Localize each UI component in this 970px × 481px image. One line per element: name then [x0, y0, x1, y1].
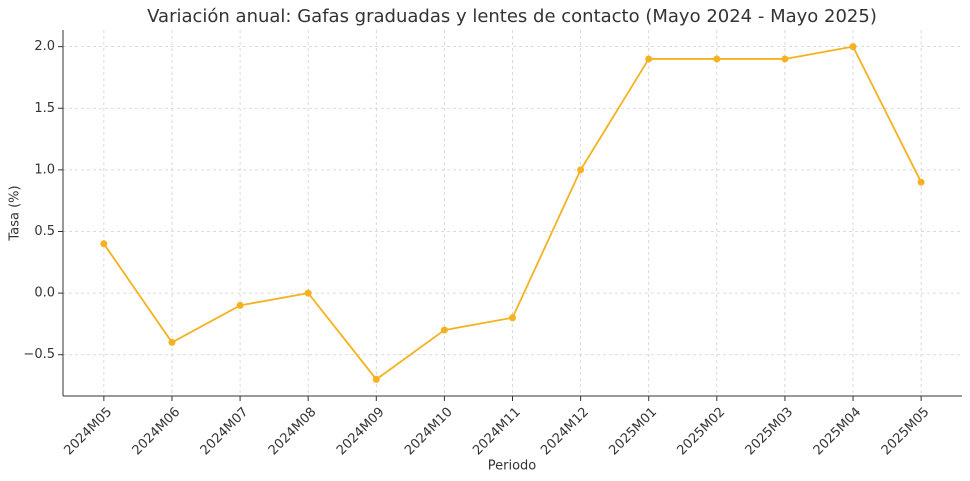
x-tick-label: 2024M09 — [334, 405, 388, 459]
y-tick-label: −0.5 — [23, 347, 55, 362]
point — [849, 43, 857, 51]
x-tick-label: 2024M05 — [62, 405, 116, 459]
x-tick-label: 2024M07 — [198, 405, 252, 459]
y-axis-label: Tasa (%) — [8, 185, 23, 241]
x-tick-label: 2024M12 — [538, 405, 592, 459]
point — [236, 301, 244, 309]
y-tick-label: 0.5 — [34, 224, 55, 239]
x-tick-label: 2025M05 — [879, 405, 933, 459]
x-tick-label: 2025M04 — [811, 405, 865, 459]
chart-title: Variación anual: Gafas graduadas y lente… — [147, 6, 877, 27]
point — [781, 55, 789, 63]
point — [577, 166, 585, 174]
point — [509, 314, 516, 322]
y-tick-label: 1.0 — [34, 162, 55, 177]
point — [917, 178, 925, 186]
x-tick-label: 2024M10 — [402, 405, 456, 459]
x-tick-label: 2025M02 — [674, 405, 728, 459]
x-tick-label: 2025M03 — [743, 405, 797, 459]
point — [372, 375, 380, 383]
y-tick-label: 2.0 — [34, 39, 55, 54]
x-axis-label: Periodo — [488, 459, 537, 474]
x-tick-label: 2024M06 — [130, 405, 184, 459]
y-tick-label: 1.5 — [34, 101, 55, 116]
x-tick-label: 2024M11 — [470, 405, 524, 459]
point — [100, 240, 108, 248]
point — [304, 289, 312, 297]
point — [168, 338, 176, 346]
point — [713, 55, 721, 63]
x-tick-label: 2025M01 — [606, 405, 660, 459]
x-tick-label: 2024M08 — [266, 405, 320, 459]
point — [440, 326, 448, 334]
y-tick-label: 0.0 — [34, 286, 55, 301]
point — [645, 55, 653, 63]
